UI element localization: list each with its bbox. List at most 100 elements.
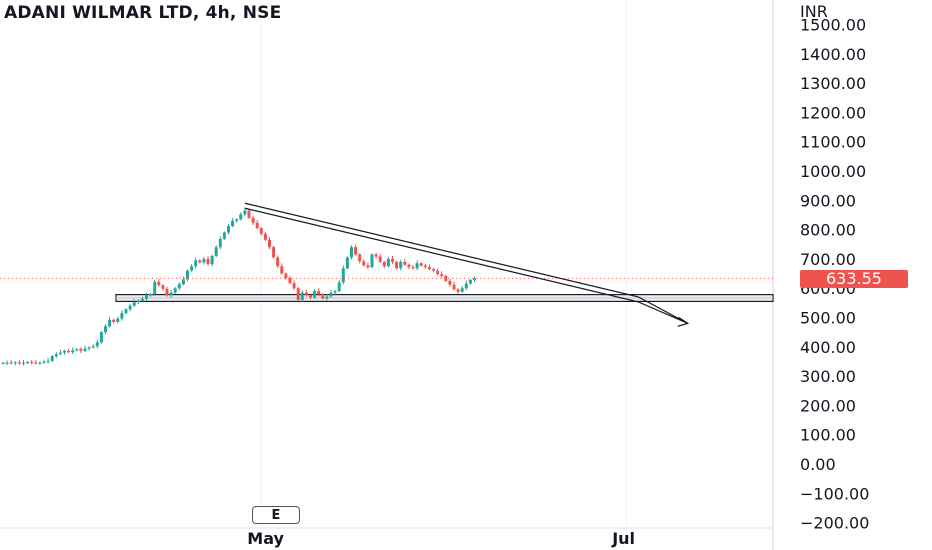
y-tick-label: 800.00 [800,221,856,240]
candle-body [325,296,329,299]
y-tick-label: 100.00 [800,426,856,445]
candle-body [296,288,300,300]
trendline-lower [244,207,639,303]
candle-body [243,210,247,215]
earnings-event-marker[interactable]: E [252,506,300,524]
candle-body [186,270,189,280]
candle-body [181,279,185,285]
candle-body [370,254,374,268]
chart-grid [0,0,774,550]
candle-body [87,347,91,349]
candle-body [362,261,366,266]
candle-body [214,247,218,256]
candle-body [313,291,317,298]
candle-body [341,268,345,283]
candle-body [382,261,386,267]
candle-body [247,210,251,218]
candle-body [140,298,144,301]
candle-body [317,291,321,295]
candle-body [309,295,312,298]
time-axis[interactable]: May Jul [247,529,635,548]
candle-body [218,238,222,248]
candle-body [423,265,427,268]
candle-body [116,318,120,322]
y-tick-label: −200.00 [800,514,869,533]
y-tick-label: 1400.00 [800,45,866,64]
candle-body [350,247,353,258]
candle-body [198,260,202,263]
candle-body [464,283,468,289]
candle-body [386,258,390,267]
candle-body [194,260,198,267]
candle-body [268,239,271,248]
candle-body [22,362,25,364]
y-tick-label: 1200.00 [800,103,866,122]
candle-body [337,282,341,292]
candle-body [411,267,415,269]
candle-body [358,254,362,262]
trend-arrow-line-lower [638,301,688,324]
candle-body [436,270,440,275]
candle-body [456,289,460,292]
candle-body [128,305,132,310]
support-zone-fill [116,296,773,300]
y-tick-label: 400.00 [800,338,856,357]
candlestick-series [1,207,476,366]
candle-body [259,228,263,234]
candle-body [13,362,17,364]
candle-body [391,258,394,262]
candle-body [58,352,62,355]
candle-body [124,309,128,314]
candle-body [460,288,464,292]
candle-body [157,281,161,286]
candle-body [321,294,325,299]
candle-body [440,274,444,276]
candle-body [432,269,435,271]
candle-body [333,291,337,293]
x-tick-label: May [247,529,284,548]
candle-body [54,354,58,357]
trend-arrow-head [677,316,690,327]
candle-body [272,247,276,258]
candle-body [444,275,448,281]
candle-body [153,281,157,295]
y-tick-label: 500.00 [800,309,856,328]
candle-body [91,346,95,348]
candle-body [9,362,13,364]
candle-body [177,284,181,289]
trendline-drawing[interactable] [244,202,690,327]
candle-body [71,350,75,353]
candle-body [165,288,169,296]
candle-body [190,266,194,271]
candle-body [222,232,226,239]
candle-body [407,264,411,268]
candle-body [354,247,358,255]
candle-body [427,267,431,270]
candle-body [46,360,50,362]
candle-body [292,283,296,289]
candle-body [161,285,165,289]
y-tick-label: 1100.00 [800,133,866,152]
candle-body [108,319,112,327]
last-price-badge: 633.55 [800,270,908,288]
candle-body [345,257,349,269]
candle-body [395,261,399,269]
support-zone[interactable] [115,294,774,302]
y-tick-label: 700.00 [800,250,856,269]
candle-body [50,356,54,361]
candle-body [67,350,71,353]
candle-body [239,214,243,220]
candle-body [75,349,79,351]
currency-label: INR [800,2,828,21]
y-tick-label: −100.00 [800,484,869,503]
y-tick-label: 900.00 [800,191,856,210]
candle-body [132,302,136,306]
candle-body [136,300,140,303]
candle-body [235,219,239,221]
candle-body [251,217,255,223]
candle-body [169,292,173,296]
candle-body [30,362,34,364]
candle-body [374,254,378,257]
candle-body [206,258,210,265]
